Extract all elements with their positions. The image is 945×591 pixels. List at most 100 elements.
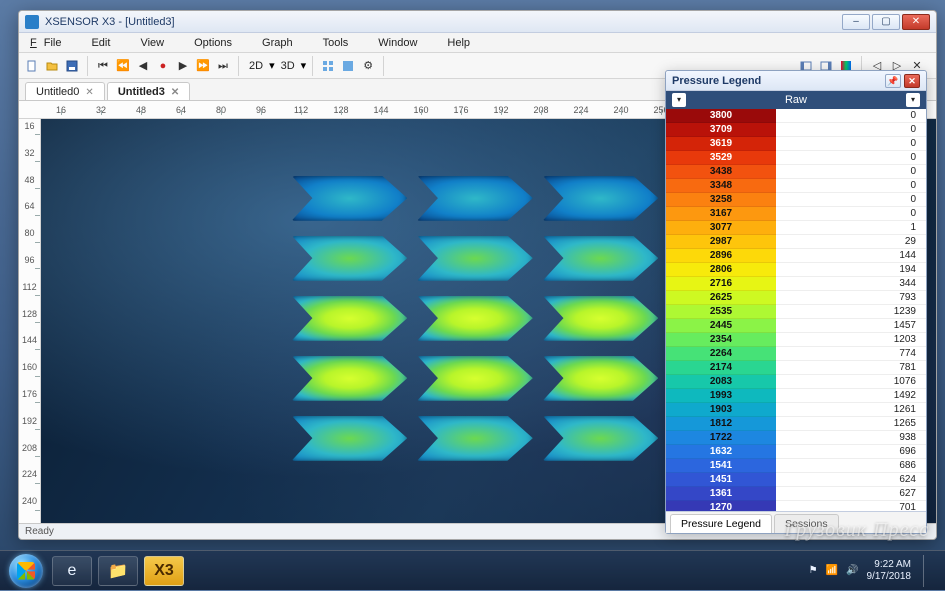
close-icon[interactable]: ✕ <box>171 87 179 98</box>
ruler-tick: 144 <box>361 105 401 115</box>
last-frame-icon[interactable]: ⏭ <box>214 57 232 75</box>
view-2d-button[interactable]: 2D <box>245 60 267 72</box>
ruler-tick: 128 <box>321 105 361 115</box>
legend-row[interactable]: 30771 <box>666 221 926 235</box>
tray-flag-icon[interactable]: ⚑ <box>809 565 818 576</box>
pressure-legend-window[interactable]: Pressure Legend 📌 ✕ ▾ Raw ▾ 380003709036… <box>665 70 927 534</box>
legend-close-button[interactable]: ✕ <box>904 74 920 88</box>
legend-count: 0 <box>776 193 926 207</box>
legend-row[interactable]: 25351239 <box>666 305 926 319</box>
taskbar-xsensor-icon[interactable]: X3 <box>144 556 184 586</box>
legend-swatch: 1270 <box>666 501 776 511</box>
new-icon[interactable] <box>23 57 41 75</box>
legend-row[interactable]: 38000 <box>666 109 926 123</box>
legend-row[interactable]: 1270701 <box>666 501 926 511</box>
legend-swatch: 3167 <box>666 207 776 221</box>
legend-row[interactable]: 20831076 <box>666 375 926 389</box>
legend-row[interactable]: 2625793 <box>666 291 926 305</box>
maximize-button[interactable]: ▢ <box>872 14 900 30</box>
menu-tools[interactable]: Tools <box>309 35 363 51</box>
settings-icon[interactable]: ⚙ <box>359 57 377 75</box>
legend-titlebar[interactable]: Pressure Legend 📌 ✕ <box>666 71 926 91</box>
open-icon[interactable] <box>43 57 61 75</box>
ruler-tick: 240 <box>19 496 40 523</box>
legend-swatch: 1722 <box>666 431 776 445</box>
play-icon[interactable]: ▶ <box>174 57 192 75</box>
legend-row[interactable]: 34380 <box>666 165 926 179</box>
taskbar-explorer-icon[interactable]: 📁 <box>98 556 138 586</box>
legend-count: 1239 <box>776 305 926 319</box>
ruler-tick: 96 <box>241 105 281 115</box>
legend-row[interactable]: 1451624 <box>666 473 926 487</box>
menu-edit[interactable]: Edit <box>77 35 124 51</box>
save-icon[interactable] <box>63 57 81 75</box>
taskbar-clock[interactable]: 9:22 AM 9/17/2018 <box>867 559 912 582</box>
legend-row[interactable]: 298729 <box>666 235 926 249</box>
legend-swatch: 1632 <box>666 445 776 459</box>
legend-row[interactable]: 1632696 <box>666 445 926 459</box>
legend-count: 29 <box>776 235 926 249</box>
legend-swatch: 1812 <box>666 417 776 431</box>
tab-untitled3[interactable]: Untitled3✕ <box>107 82 190 100</box>
legend-row[interactable]: 35290 <box>666 151 926 165</box>
legend-row[interactable]: 2264774 <box>666 347 926 361</box>
show-desktop-button[interactable] <box>923 555 933 587</box>
legend-col-dropdown[interactable]: ▾ <box>906 93 920 107</box>
menu-help[interactable]: Help <box>433 35 484 51</box>
legend-row[interactable]: 2174781 <box>666 361 926 375</box>
menu-graph[interactable]: Graph <box>248 35 307 51</box>
legend-count: 1261 <box>776 403 926 417</box>
legend-scale-dropdown[interactable]: ▾ <box>672 93 686 107</box>
legend-swatch: 1541 <box>666 459 776 473</box>
legend-row[interactable]: 19031261 <box>666 403 926 417</box>
legend-row[interactable]: 32580 <box>666 193 926 207</box>
prev-fast-icon[interactable]: ⏪ <box>114 57 132 75</box>
legend-row[interactable]: 1361627 <box>666 487 926 501</box>
start-button[interactable] <box>6 551 46 591</box>
legend-row[interactable]: 23541203 <box>666 333 926 347</box>
legend-row[interactable]: 33480 <box>666 179 926 193</box>
menu-window[interactable]: Window <box>364 35 431 51</box>
legend-row[interactable]: 24451457 <box>666 319 926 333</box>
close-icon[interactable]: ✕ <box>85 87 93 98</box>
legend-count: 0 <box>776 151 926 165</box>
close-button[interactable]: ✕ <box>902 14 930 30</box>
record-icon[interactable]: ● <box>154 57 172 75</box>
legend-tab-pressure[interactable]: Pressure Legend <box>670 514 772 533</box>
legend-row[interactable]: 2896144 <box>666 249 926 263</box>
minimize-button[interactable]: – <box>842 14 870 30</box>
menu-view[interactable]: View <box>126 35 178 51</box>
first-frame-icon[interactable]: ⏮ <box>94 57 112 75</box>
legend-row[interactable]: 36190 <box>666 137 926 151</box>
legend-swatch: 1993 <box>666 389 776 403</box>
legend-row[interactable]: 37090 <box>666 123 926 137</box>
legend-row[interactable]: 2716344 <box>666 277 926 291</box>
legend-count: 686 <box>776 459 926 473</box>
titlebar[interactable]: XSENSOR X3 - [Untitled3] – ▢ ✕ <box>19 11 936 33</box>
taskbar-ie-icon[interactable]: e <box>52 556 92 586</box>
legend-row[interactable]: 31670 <box>666 207 926 221</box>
legend-swatch: 3258 <box>666 193 776 207</box>
legend-row[interactable]: 19931492 <box>666 389 926 403</box>
legend-row[interactable]: 1722938 <box>666 431 926 445</box>
tray-volume-icon[interactable]: 🔊 <box>846 565 858 576</box>
legend-pin-icon[interactable]: 📌 <box>885 74 901 88</box>
legend-row[interactable]: 2806194 <box>666 263 926 277</box>
legend-row[interactable]: 1541686 <box>666 459 926 473</box>
ruler-tick: 32 <box>19 148 40 175</box>
tab-untitled0[interactable]: Untitled0✕ <box>25 82 105 100</box>
next-fast-icon[interactable]: ⏩ <box>194 57 212 75</box>
menu-options[interactable]: Options <box>180 35 246 51</box>
legend-row[interactable]: 18121265 <box>666 417 926 431</box>
view-3d-button[interactable]: 3D <box>277 60 299 72</box>
ruler-tick: 192 <box>19 416 40 443</box>
layout-single-icon[interactable] <box>339 57 357 75</box>
prev-frame-icon[interactable]: ◀ <box>134 57 152 75</box>
ruler-tick: 224 <box>561 105 601 115</box>
legend-count: 1492 <box>776 389 926 403</box>
tray-network-icon[interactable]: 📶 <box>826 565 838 576</box>
layout-tile-icon[interactable] <box>319 57 337 75</box>
ruler-tick: 64 <box>19 201 40 228</box>
ruler-tick: 144 <box>19 335 40 362</box>
menu-file[interactable]: FFile <box>23 35 75 51</box>
